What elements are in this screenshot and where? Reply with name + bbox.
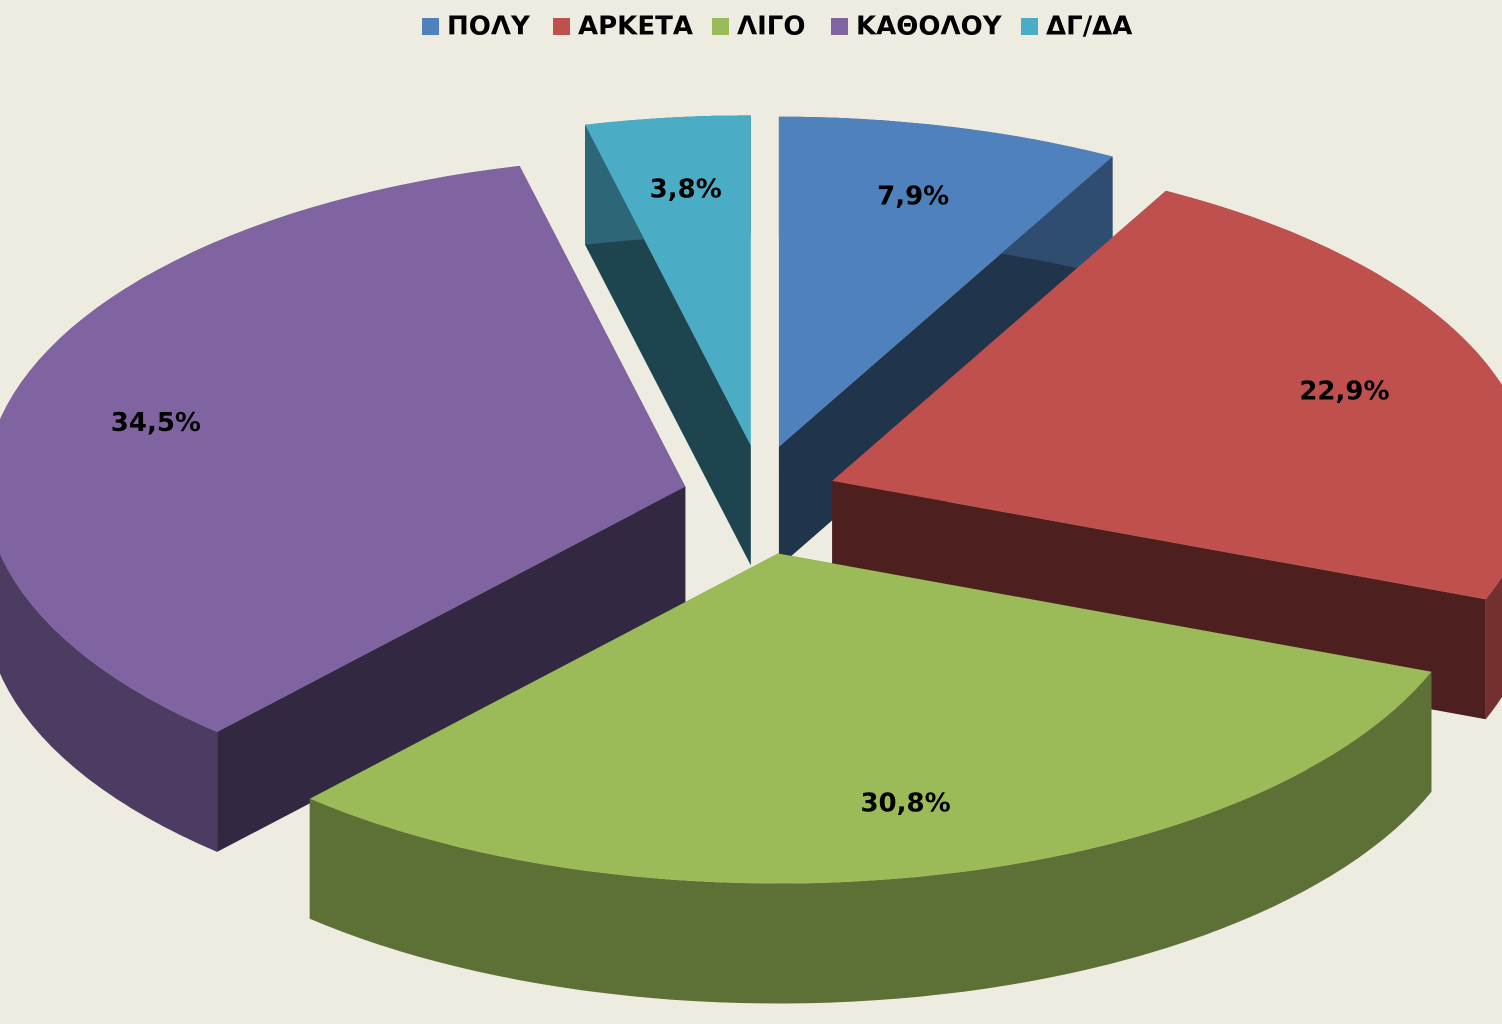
legend-swatch — [1021, 18, 1038, 35]
slice-top — [778, 116, 1113, 447]
legend-swatch — [712, 18, 729, 35]
data-label: 3,8% — [650, 174, 722, 204]
slice-top — [0, 165, 686, 732]
slice — [585, 115, 751, 566]
data-label: 22,9% — [1299, 376, 1389, 406]
data-label: 7,9% — [877, 182, 949, 212]
slice — [0, 165, 686, 852]
slice-top — [309, 553, 1432, 884]
slice — [309, 553, 1432, 1004]
legend-swatch — [422, 18, 439, 35]
data-label: 30,8% — [860, 788, 950, 818]
slice-top — [832, 190, 1502, 600]
legend-label: ΑΡΚΕΤΑ — [578, 12, 693, 42]
slice-side — [217, 486, 686, 852]
legend-label: ΚΑΘΟΛΟΥ — [856, 12, 1003, 42]
legend-swatch — [553, 18, 570, 35]
legend-label: ΔΓ/ΔΑ — [1046, 12, 1132, 42]
slice-wall — [309, 671, 1432, 1004]
legend-label: ΠΟΛΥ — [447, 12, 531, 42]
legend-label: ΛΙΓΟ — [737, 12, 805, 42]
slice-top — [585, 115, 751, 446]
legend-swatch — [831, 18, 848, 35]
data-label: 34,5% — [111, 408, 201, 438]
